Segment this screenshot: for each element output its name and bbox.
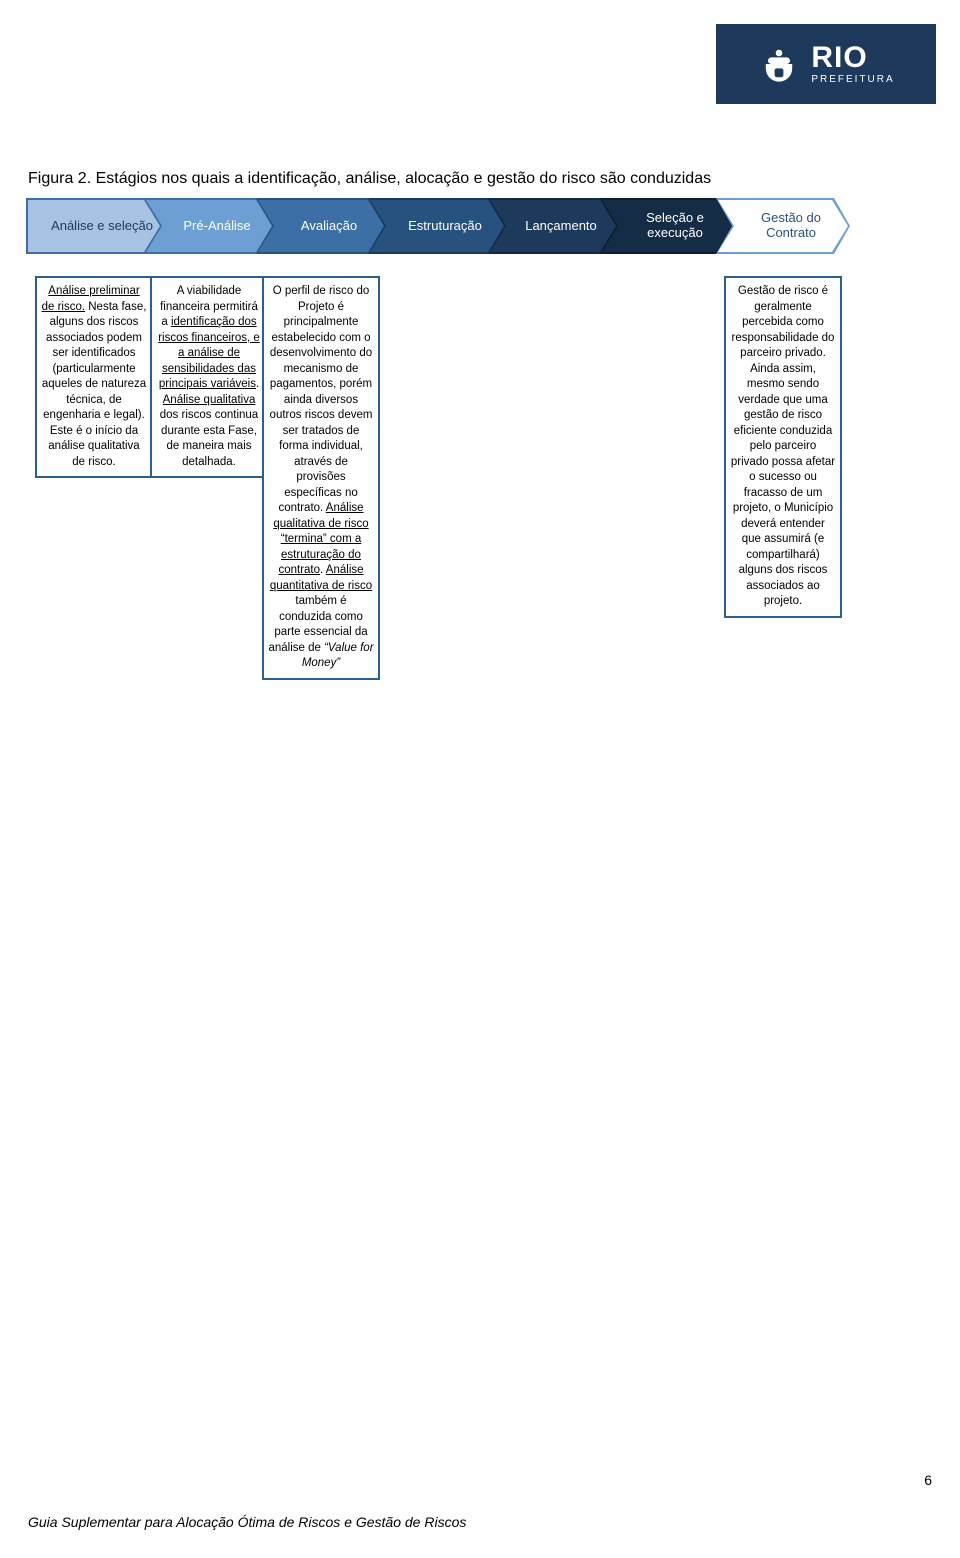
flow-step-label: Avaliação [301,219,357,234]
flow-step: Seleção e execução [602,200,732,252]
logo-sub-text: PREFEITURA [811,75,894,85]
flow-step: Gestão do Contrato [718,200,848,252]
box-slot: Análise preliminar de risco. Nesta fase,… [28,276,160,478]
flow-step: Avaliação [258,200,384,252]
info-box: Análise preliminar de risco. Nesta fase,… [35,276,153,478]
figure-caption: Figura 2. Estágios nos quais a identific… [28,170,711,188]
flow-step-label: Seleção e execução [622,211,728,241]
info-box: Gestão de risco é geralmente percebida c… [724,276,842,618]
flow-step-label: Pré-Análise [183,219,250,234]
flow-step-label: Lançamento [525,219,597,234]
crest-icon [757,42,801,86]
info-boxes-row: Análise preliminar de risco. Nesta fase,… [28,276,932,680]
box-slot: Gestão de risco é geralmente percebida c… [718,276,848,618]
info-box: A viabilidade financeira permitirá a ide… [150,276,268,478]
box-slot: A viabilidade financeira permitirá a ide… [146,276,272,478]
flow-step-label: Estruturação [408,219,482,234]
page-number: 6 [924,1472,932,1488]
logo-main-text: RIO [811,43,894,73]
footer-text: Guia Suplementar para Alocação Ótima de … [28,1514,466,1530]
info-box: O perfil de risco do Projeto é principal… [262,276,380,680]
box-slot: O perfil de risco do Projeto é principal… [258,276,384,680]
rio-logo: RIO PREFEITURA [716,24,936,104]
flow-step: Pré-Análise [146,200,272,252]
flow-step-label: Gestão do Contrato [738,211,844,241]
flow-step: Lançamento [490,200,616,252]
process-flow: Análise e seleção Pré-Análise Avaliação Est… [28,200,932,252]
flow-step: Estruturação [370,200,504,252]
flow-step-label: Análise e seleção [51,219,153,234]
flow-step: Análise e seleção [28,200,160,252]
